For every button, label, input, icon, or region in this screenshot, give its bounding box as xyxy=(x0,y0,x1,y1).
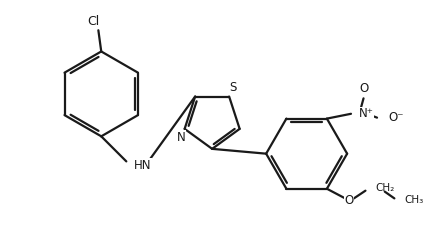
Text: HN: HN xyxy=(134,159,151,172)
Text: N: N xyxy=(176,131,185,144)
Text: Cl: Cl xyxy=(88,15,100,28)
Text: O⁻: O⁻ xyxy=(389,111,404,124)
Text: O: O xyxy=(344,194,354,207)
Text: S: S xyxy=(229,81,237,94)
Text: CH₂: CH₂ xyxy=(375,183,394,193)
Text: O: O xyxy=(360,82,369,95)
Text: N⁺: N⁺ xyxy=(359,107,374,120)
Text: CH₃: CH₃ xyxy=(404,195,423,205)
